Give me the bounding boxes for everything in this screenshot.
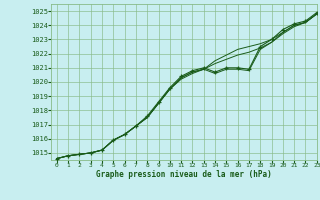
X-axis label: Graphe pression niveau de la mer (hPa): Graphe pression niveau de la mer (hPa): [96, 170, 272, 179]
